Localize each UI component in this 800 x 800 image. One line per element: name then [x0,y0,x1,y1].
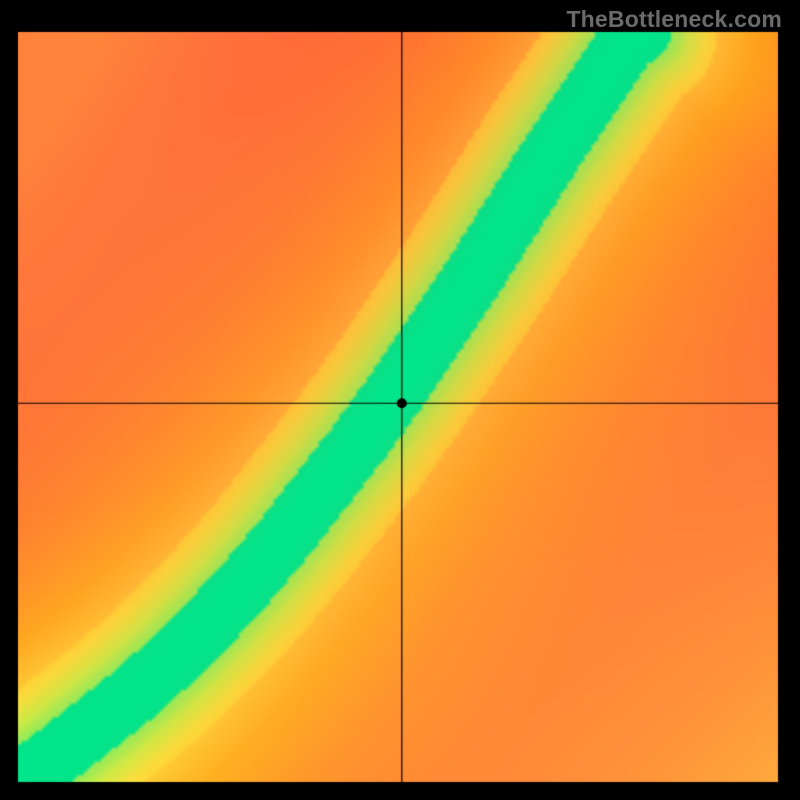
watermark-text: TheBottleneck.com [566,6,782,33]
bottleneck-heatmap-canvas [0,0,800,800]
chart-stage: TheBottleneck.com [0,0,800,800]
